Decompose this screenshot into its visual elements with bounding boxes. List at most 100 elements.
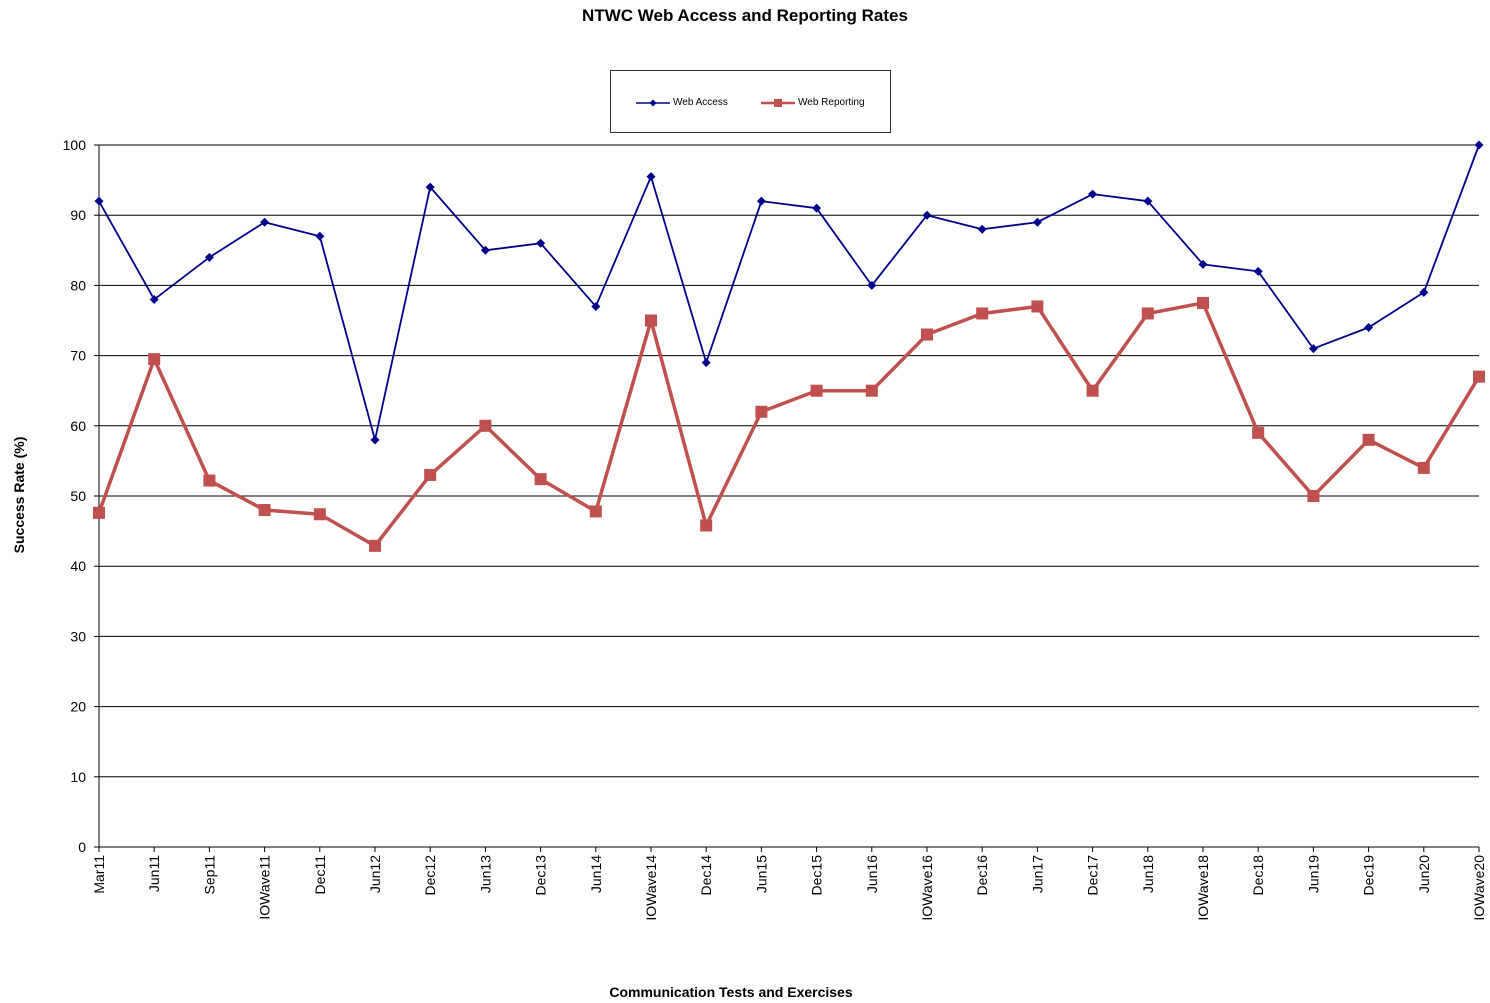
data-point-web-access-Jun15 — [756, 196, 766, 206]
data-point-web-access-Dec17 — [1088, 189, 1098, 199]
data-point-web-reporting-Dec14 — [700, 519, 713, 532]
x-tick-labels: Mar11 Jun11 Sep11 IOWave11 Dec11 Jun12 Dec12 Ju… — [91, 855, 1487, 921]
data-point-web-reporting-Dec19 — [1362, 433, 1375, 446]
data-point-web-access-Jun19 — [1308, 344, 1318, 354]
x-tick-label-Jun12: Jun12 — [367, 855, 383, 893]
data-point-web-access-Dec15 — [812, 203, 822, 213]
x-axis-title: Communication Tests and Exercises — [609, 984, 853, 1000]
x-tick-label-Dec14: Dec14 — [698, 855, 714, 896]
x-tick-label-Dec11: Dec11 — [312, 855, 328, 895]
data-point-web-reporting-IOWave18 — [1197, 296, 1209, 309]
data-point-web-access-Jun12 — [370, 435, 380, 445]
x-tick-label-Jun15: Jun15 — [753, 855, 769, 893]
data-point-web-reporting-Jun18 — [1141, 307, 1154, 320]
gridlines — [99, 144, 1479, 778]
x-tick-label-IOWave20: IOWave20 — [1471, 855, 1487, 921]
x-tick-label-IOWave16: IOWave16 — [919, 855, 935, 921]
series-lines — [93, 140, 1485, 552]
axes — [94, 144, 1480, 852]
data-point-web-access-Sep11 — [204, 252, 214, 262]
data-point-web-access-Dec12 — [425, 182, 435, 192]
data-point-web-access-IOWave18 — [1198, 259, 1208, 269]
data-point-web-access-Dec16 — [977, 224, 987, 234]
data-point-web-access-Jun17 — [1032, 217, 1042, 227]
data-point-web-access-Jun18 — [1143, 196, 1153, 206]
x-tick-label-Jun20: Jun20 — [1416, 855, 1432, 893]
x-tick-label-Mar11: Mar11 — [91, 855, 107, 894]
data-point-web-access-Jun11 — [149, 294, 159, 304]
data-point-web-access-IOWave11 — [260, 217, 270, 227]
y-tick-label-60: 60 — [70, 418, 86, 434]
data-point-web-access-Jun13 — [480, 245, 490, 255]
data-point-web-reporting-Dec16 — [976, 307, 989, 320]
data-point-web-reporting-IOWave20 — [1473, 370, 1485, 383]
x-tick-label-Sep11: Sep11 — [201, 855, 217, 895]
x-tick-label-IOWave18: IOWave18 — [1195, 855, 1211, 921]
y-tick-label-50: 50 — [70, 488, 86, 504]
x-tick-label-Jun11: Jun11 — [146, 855, 162, 892]
legend-label-web-reporting: Web Reporting — [798, 97, 865, 108]
legend-swatch-web-access — [636, 99, 670, 107]
x-tick-label-Jun14: Jun14 — [588, 855, 604, 893]
data-point-web-reporting-Jun11 — [148, 353, 161, 366]
data-point-web-reporting-Jun16 — [865, 384, 878, 397]
x-tick-label-IOWave11: IOWave11 — [257, 855, 273, 920]
legend-label-web-access: Web Access — [673, 97, 728, 108]
data-point-web-reporting-Dec13 — [534, 473, 547, 486]
data-point-web-reporting-IOWave14 — [645, 314, 657, 327]
x-tick-label-Dec15: Dec15 — [809, 855, 825, 896]
data-point-web-reporting-Jun20 — [1417, 461, 1430, 474]
data-point-web-access-Dec13 — [536, 238, 546, 248]
data-point-web-access-IOWave16 — [922, 210, 932, 220]
x-tick-label-Dec18: Dec18 — [1250, 855, 1266, 896]
data-point-web-reporting-Jun17 — [1031, 300, 1044, 313]
data-point-web-reporting-Mar11 — [93, 506, 105, 519]
data-point-web-access-Mar11 — [94, 196, 104, 206]
x-tick-label-Jun16: Jun16 — [864, 855, 880, 893]
data-point-web-access-Jun14 — [591, 301, 601, 311]
x-tick-label-Jun17: Jun17 — [1029, 855, 1045, 893]
data-point-web-reporting-Dec11 — [313, 508, 326, 521]
y-tick-label-40: 40 — [70, 558, 86, 574]
y-tick-label-100: 100 — [63, 137, 87, 153]
data-point-web-access-IOWave14 — [646, 172, 656, 182]
data-point-web-reporting-Jun12 — [369, 539, 381, 552]
data-point-web-access-IOWave20 — [1474, 140, 1484, 150]
chart-title: NTWC Web Access and Reporting Rates — [582, 6, 908, 25]
data-point-web-reporting-Sep11 — [203, 474, 216, 487]
data-point-web-access-Dec11 — [315, 231, 325, 241]
data-point-web-reporting-Jun14 — [589, 505, 602, 518]
x-tick-label-Dec12: Dec12 — [422, 855, 438, 896]
y-tick-label-90: 90 — [70, 207, 86, 223]
x-tick-label-Dec16: Dec16 — [974, 855, 990, 896]
data-point-web-reporting-Dec12 — [424, 468, 437, 481]
data-point-web-reporting-Jun13 — [479, 419, 492, 432]
x-tick-label-Dec17: Dec17 — [1085, 855, 1101, 896]
data-point-web-reporting-Jun15 — [755, 405, 768, 418]
x-tick-label-Jun19: Jun19 — [1305, 855, 1321, 893]
y-tick-label-20: 20 — [70, 699, 86, 715]
series-line-web-reporting — [97, 301, 1481, 548]
y-tick-label-10: 10 — [70, 769, 86, 785]
y-tick-label-0: 0 — [78, 839, 86, 855]
y-tick-label-30: 30 — [70, 628, 86, 644]
data-point-web-reporting-Dec15 — [810, 384, 823, 397]
data-point-web-reporting-IOWave11 — [258, 504, 271, 517]
series-line-web-access — [98, 144, 1480, 441]
y-tick-label-70: 70 — [70, 348, 86, 364]
x-tick-label-Dec13: Dec13 — [533, 855, 549, 896]
data-point-web-access-Dec18 — [1253, 266, 1263, 276]
data-point-web-reporting-Dec18 — [1252, 426, 1265, 439]
y-tick-label-80: 80 — [70, 277, 86, 293]
legend-swatch-web-reporting — [761, 99, 795, 107]
data-point-web-access-Jun16 — [867, 280, 877, 290]
y-tick-labels: 0 10 20 30 40 50 60 70 80 90 100 — [63, 137, 87, 855]
data-point-web-access-Dec19 — [1364, 323, 1374, 333]
data-point-web-access-Jun20 — [1419, 287, 1429, 297]
data-point-web-reporting-Dec17 — [1086, 384, 1099, 397]
data-point-web-reporting-Jun19 — [1307, 490, 1320, 502]
x-tick-label-Jun18: Jun18 — [1140, 855, 1156, 893]
legend: Web Access Web Reporting — [610, 70, 891, 133]
data-point-web-reporting-IOWave16 — [921, 328, 933, 341]
